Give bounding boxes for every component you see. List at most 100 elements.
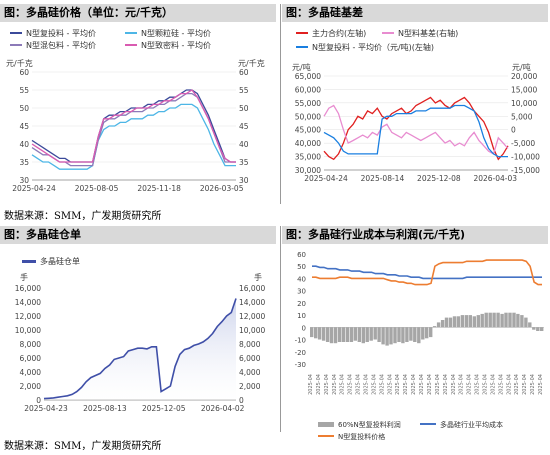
x-tick-label: 2025-08-13 [83,404,127,413]
price-right-unit: 元/千克 [238,58,265,68]
x-tick-label: 2026-04-02 [201,404,245,413]
profit-bar [456,316,461,328]
y2-tick-label: -15,000 [511,166,540,175]
profit-bar [310,327,314,338]
profit-bar [417,327,421,344]
y-tick-label: 35 [19,158,29,167]
legend-swatch-n-basis [382,32,394,34]
profit-bar [520,315,524,328]
y-tick-label: 60,000 [295,85,321,94]
basis-right-unit: 元/吨 [512,62,531,72]
profit-bar [500,313,504,328]
y-tick-label: 50 [297,263,306,271]
x-tick-label: 2025-08-14 [361,174,405,183]
series-line [31,89,236,163]
y2-tick-label: 60 [239,68,249,77]
y2-tick-label: 8,000 [239,340,261,349]
x-tick-label: 2025-04 [530,374,536,395]
y-tick-label: 40 [297,275,306,283]
profit-bar [369,327,373,341]
x-tick-label: 2025-04 [348,374,354,395]
source-note-bottom: 数据来源：SMM，广发期货研究所 [4,441,162,452]
series-line [31,89,236,163]
series-line [312,259,542,286]
y-tick-label: 30 [19,176,29,185]
y-tick-label: 12,000 [15,312,41,321]
profit-bar [409,327,413,341]
legend-swatch-avg-cost [420,423,436,425]
x-tick-label: 2025-04 [308,374,314,395]
x-tick-label: 2025-04 [332,374,338,395]
y-tick-label: 60 [297,251,306,259]
x-tick-label: 2025-04 [419,374,425,395]
y2-tick-label: 2,000 [239,382,261,391]
profit-bar [512,312,516,328]
x-tick-label: 2025-04 [427,374,433,395]
legend-swatch-n-recharge [10,32,22,34]
y2-tick-label: 12,000 [239,312,265,321]
series-line [31,103,236,170]
x-tick-label: 2025-04 [443,374,449,395]
y2-tick-label: 0 [239,396,244,405]
y2-tick-label: 40 [239,140,249,149]
profit-bar [444,317,449,328]
y-tick-label: 40 [19,140,29,149]
y-tick-label: 20 [297,300,306,308]
price-chart: N型复投料 - 平均价 N型颗粒硅 - 平均价 N型混包料 - 平均价 N型致密… [6,28,265,193]
legend-swatch-n-recharge-price [318,435,334,437]
profit-bar [504,312,508,328]
profit-bar [488,312,492,328]
x-tick-label: 2025-04 [482,374,488,395]
profit-bar [516,313,520,328]
profit-bar [452,316,457,328]
warehouse-chart-title: 图：多晶硅仓单 [0,226,276,244]
y-tick-label: 30,000 [295,166,321,175]
x-tick-label: 2025-04 [403,374,409,395]
y2-tick-label: -10,000 [511,153,540,162]
x-tick-label: 2025-04-24 [12,184,56,193]
y2-tick-label: 16,000 [239,284,265,293]
y2-tick-label: 10,000 [239,326,265,335]
profit-bar [361,327,365,344]
profit-bar [524,317,528,328]
profit-bar [401,327,405,344]
profit-bar [440,320,445,328]
series-area [44,298,236,400]
basis-chart: 主力合约(左轴) N型料基差(右轴) N型复投料 - 平均价（元/吨)(左轴) … [292,28,540,183]
profit-bar [429,327,433,338]
profit-bar [432,326,437,328]
y-tick-label: 0 [302,324,306,332]
y-tick-label: 60 [19,68,29,77]
x-tick-label: 2025-04 [506,374,512,395]
legend-label-n-mixed: N型混包料 - 平均价 [26,40,96,50]
y-tick-label: 16,000 [15,284,41,293]
y-tick-label: 6,000 [20,354,42,363]
profit-bar [540,327,544,331]
profit-bar [353,327,357,341]
legend-label-n-granular: N型颗粒硅 - 平均价 [141,28,211,38]
x-tick-label: 2025-04 [379,374,385,395]
y-tick-label: 50 [19,104,29,113]
y-tick-label: -20 [295,349,306,357]
profit-bar [448,317,453,328]
warehouse-chart-panel: 图：多晶硅仓单 多晶硅仓单 手 手 0 0 2,000 2,000 4,000 4,000… [0,222,278,432]
profit-bar [405,327,409,342]
x-tick-label: 2025-04 [411,374,417,395]
x-tick-label: 2025-04 [451,374,457,395]
y-tick-label: 50,000 [295,112,321,121]
x-tick-label: 2025-04 [459,374,465,395]
profit-bar [496,312,500,328]
price-chart-panel: 图：多晶硅价格（单位：元/千克） N型复投料 - 平均价 N型颗粒硅 - 平均价… [0,0,278,200]
y-tick-label: 0 [36,396,41,405]
y-tick-label: 2,000 [20,382,42,391]
profit-bar [381,327,385,345]
profit-bar [397,327,401,342]
legend-label-avg-cost: 多晶硅行业平均成本 [440,420,503,429]
basis-chart-title: 图：多晶硅基差 [282,4,548,22]
x-tick-label: 2025-04 [387,374,393,395]
x-tick-label: 2025-04 [467,374,473,395]
x-tick-label: 2025-11-18 [137,184,181,193]
y2-tick-label: 15,000 [511,85,537,94]
y-tick-label: -30 [295,361,306,369]
legend-label-profit: 60%N型复投料利润 [338,420,401,429]
